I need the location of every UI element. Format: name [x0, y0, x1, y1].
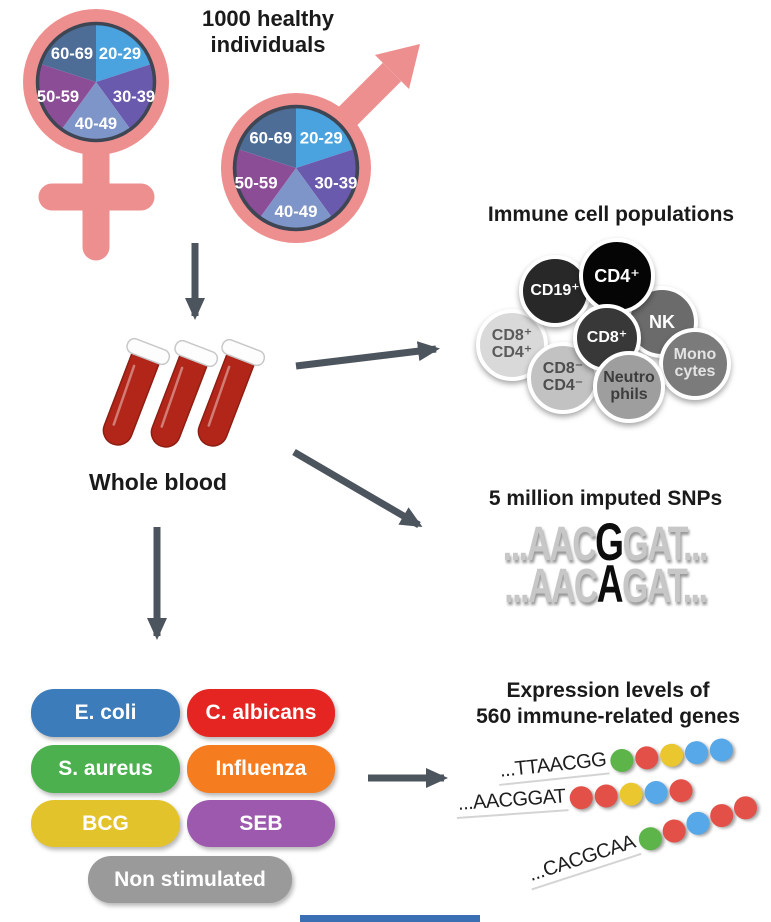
pie-slice-50-59 [38, 64, 96, 129]
expression-dot [708, 736, 734, 763]
snp-seq-prefix: ...AAC [502, 518, 597, 571]
pie-label-60-69: 60-69 [249, 128, 292, 147]
expression-title: Expression levels of 560 immune-related … [476, 679, 740, 728]
expression-dot [593, 783, 619, 808]
blood-tube [150, 339, 219, 448]
tube-body [102, 349, 162, 446]
male-symbol [221, 44, 420, 243]
pie-label-50-59: 50-59 [235, 174, 278, 193]
tube-highlight [207, 365, 231, 427]
tube-rim [174, 339, 219, 368]
immune-cell-cd8pos-cd4pos: CD8⁺ CD4⁺ [476, 309, 548, 381]
pie-slice-20-29 [96, 24, 152, 82]
tube-rim [126, 337, 171, 366]
stimulus-pill-seb: SEB [187, 800, 335, 847]
pie-label-40-49: 40-49 [275, 202, 318, 221]
tube-body [150, 351, 210, 448]
pie-slice-20-29 [296, 107, 354, 168]
expression-dot [568, 784, 594, 810]
expression-dot [633, 744, 660, 771]
expression-dot [668, 777, 694, 803]
pie-slice-40-49 [260, 168, 332, 229]
stimulus-pill-influenza: Influenza [187, 745, 335, 793]
footer-bar [300, 915, 480, 922]
stimulus-pill-ecoli: E. coli [31, 689, 180, 737]
pie-outline [35, 21, 157, 143]
blood-tube [102, 337, 171, 446]
whole-blood-label: Whole blood [89, 469, 227, 495]
snp-seq-suffix: GAT... [622, 518, 709, 571]
pie-outline [232, 104, 360, 232]
snp-seq-suffix: GAT... [621, 560, 708, 613]
snps-title: 5 million imputed SNPs [488, 487, 723, 510]
snp-seq-prefix: ...AAC [503, 560, 598, 613]
pie-label-20-29: 20-29 [99, 45, 141, 63]
pie-slice-40-49 [61, 82, 131, 140]
stimulus-pill-saureus: S. aureus [31, 745, 180, 793]
immune-cell-neutrophils: Neutro phils [593, 351, 665, 423]
expression-dot [658, 742, 685, 768]
expression-dot [643, 779, 669, 805]
immune-cell-cd8neg-cd4neg: CD8⁻ CD4⁻ [527, 342, 599, 414]
tube-highlight [160, 366, 184, 428]
pie-slice-50-59 [235, 149, 296, 218]
blood-tubes [102, 337, 266, 448]
pie-label-20-29: 20-29 [300, 128, 343, 147]
age-pie-female: 20-29 30-39 40-49 50-59 60-69 [35, 21, 157, 143]
stimulus-pill-nonstimulated: Non stimulated [88, 856, 292, 903]
snp-variant-allele: A [596, 555, 623, 614]
pie-slice-30-39 [96, 64, 154, 129]
pie-label-30-39: 30-39 [113, 88, 155, 106]
tube-highlight [112, 364, 136, 426]
expression-dot [659, 816, 689, 846]
female-symbol-ring [23, 9, 169, 155]
male-symbol-ring [221, 93, 371, 243]
pie-slice-60-69 [40, 24, 96, 82]
snp-sequence-line-1: ...AACGGAT... [440, 516, 770, 569]
immune-cell-cd4pos: CD4⁺ [579, 238, 655, 314]
pie-label-40-49: 40-49 [75, 115, 117, 133]
tube-rim [221, 338, 266, 367]
immune-cell-monocytes: Mono cytes [659, 328, 731, 400]
expression-dot [635, 823, 665, 853]
stimulus-pill-bcg: BCG [31, 800, 180, 847]
pie-label-30-39: 30-39 [314, 174, 357, 193]
arrow-blood-to-immune-cells [295, 341, 440, 370]
stimulus-pill-calbicans: C. albicans [187, 689, 335, 737]
arrow-blood-to-snps [292, 448, 423, 529]
expression-dot [706, 800, 736, 830]
expression-dot [683, 739, 709, 765]
pie-label-60-69: 60-69 [51, 45, 93, 63]
pie-slice-60-69 [238, 107, 296, 168]
snp-sequence-line-2: ...AACAGAT... [440, 558, 770, 611]
age-pie-male: 20-29 30-39 40-49 50-59 60-69 [232, 104, 360, 232]
snp-variant-allele: G [595, 513, 624, 572]
expression-dot [609, 747, 635, 773]
page-title: 1000 healthy individuals [201, 6, 335, 57]
expression-dot [618, 781, 644, 807]
pie-slice-30-39 [296, 149, 357, 218]
blood-tube [197, 338, 266, 447]
immune-populations-title: Immune cell populations [487, 203, 735, 226]
female-symbol [23, 9, 169, 261]
tube-body [197, 350, 257, 447]
male-symbol-arrowhead [375, 44, 420, 89]
expression-dot [682, 808, 712, 838]
pie-label-50-59: 50-59 [37, 88, 79, 106]
